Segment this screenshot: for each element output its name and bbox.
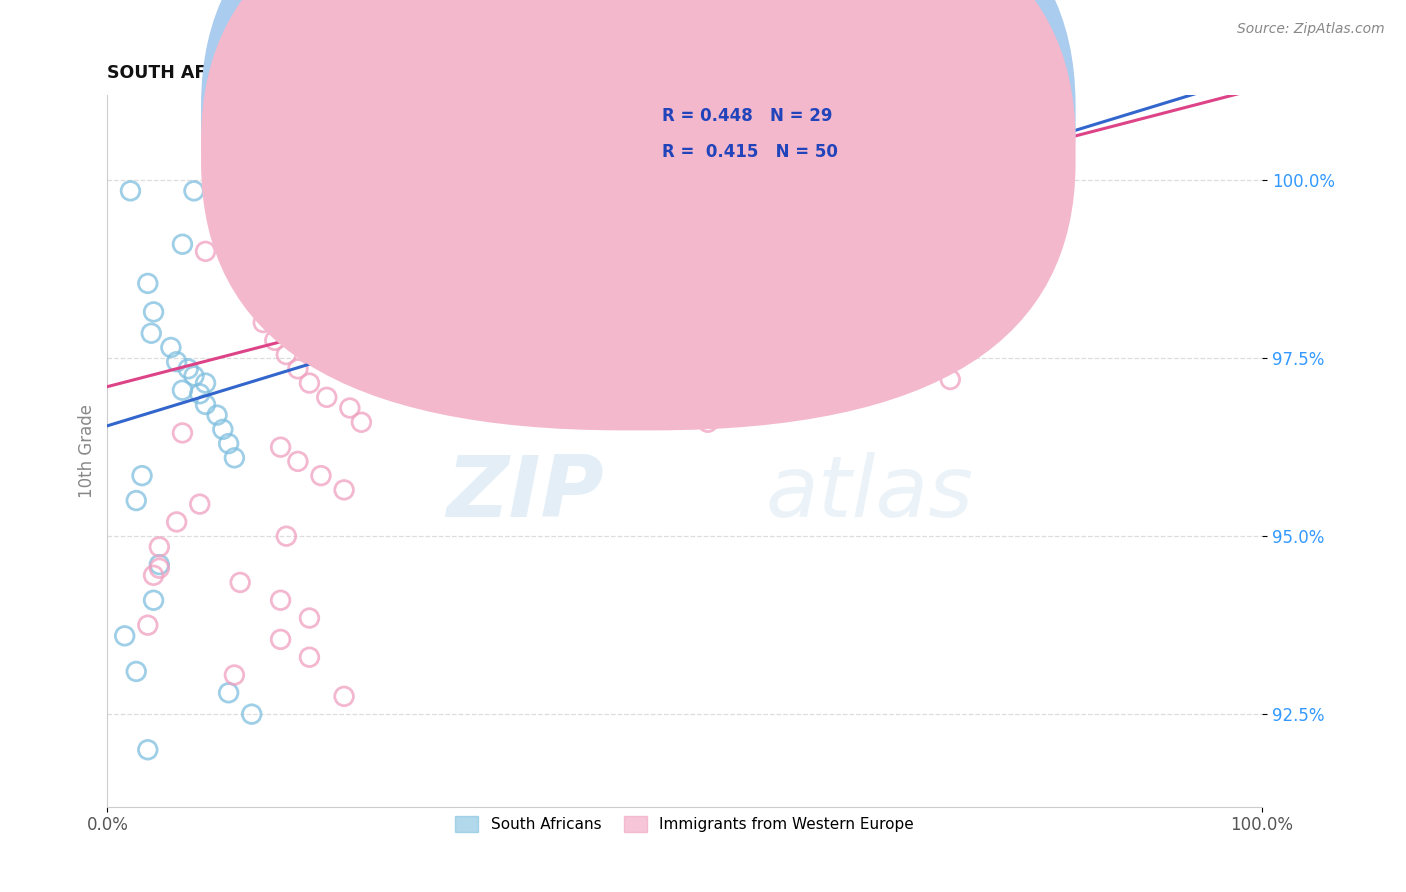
Point bbox=[205, 408, 228, 422]
Point bbox=[229, 575, 252, 590]
Point bbox=[114, 629, 136, 643]
Point bbox=[218, 184, 240, 198]
Point bbox=[166, 515, 188, 529]
Point bbox=[425, 184, 447, 198]
Point bbox=[315, 390, 337, 404]
Point bbox=[263, 184, 285, 198]
Point bbox=[270, 440, 292, 454]
Point bbox=[333, 483, 356, 497]
Text: atlas: atlas bbox=[765, 452, 973, 535]
Point bbox=[322, 184, 344, 198]
Point bbox=[276, 529, 298, 543]
Point bbox=[194, 244, 217, 259]
Point bbox=[276, 184, 298, 198]
Point bbox=[298, 611, 321, 625]
Point bbox=[396, 184, 419, 198]
Point bbox=[142, 593, 165, 607]
Point bbox=[287, 362, 309, 376]
Point bbox=[224, 668, 246, 682]
Point bbox=[218, 686, 240, 700]
Point bbox=[339, 401, 361, 415]
Point bbox=[125, 665, 148, 679]
Legend: South Africans, Immigrants from Western Europe: South Africans, Immigrants from Western … bbox=[450, 810, 920, 838]
Point bbox=[270, 632, 292, 647]
Point bbox=[148, 558, 170, 572]
Point bbox=[211, 422, 233, 436]
Point bbox=[136, 743, 159, 757]
Point bbox=[292, 184, 315, 198]
Point bbox=[194, 397, 217, 411]
Point bbox=[120, 184, 142, 198]
Point bbox=[333, 690, 356, 704]
Point bbox=[449, 184, 471, 198]
Point bbox=[148, 561, 170, 575]
Point bbox=[188, 386, 211, 401]
Point bbox=[141, 326, 163, 341]
Point bbox=[160, 341, 183, 355]
Point bbox=[218, 436, 240, 450]
Point bbox=[125, 493, 148, 508]
Point bbox=[131, 468, 153, 483]
Point bbox=[298, 650, 321, 665]
Point bbox=[148, 540, 170, 554]
Point bbox=[276, 348, 298, 362]
Point bbox=[246, 184, 269, 198]
Point bbox=[270, 593, 292, 607]
Point bbox=[240, 707, 263, 722]
Point bbox=[696, 415, 718, 429]
Point bbox=[166, 355, 188, 369]
Point bbox=[177, 362, 200, 376]
Point bbox=[172, 237, 194, 252]
Text: Source: ZipAtlas.com: Source: ZipAtlas.com bbox=[1237, 22, 1385, 37]
Point bbox=[339, 184, 361, 198]
Y-axis label: 10th Grade: 10th Grade bbox=[79, 404, 96, 498]
Point bbox=[367, 184, 389, 198]
Point bbox=[183, 184, 205, 198]
Text: ZIP: ZIP bbox=[446, 452, 605, 535]
Point bbox=[939, 372, 962, 386]
Point bbox=[350, 415, 373, 429]
Point bbox=[172, 383, 194, 397]
Point bbox=[136, 618, 159, 632]
Point bbox=[246, 294, 269, 309]
Point bbox=[257, 184, 280, 198]
Point bbox=[142, 568, 165, 582]
Point bbox=[194, 376, 217, 390]
Point bbox=[172, 425, 194, 440]
Point bbox=[252, 316, 274, 330]
Point bbox=[309, 468, 332, 483]
Point bbox=[287, 454, 309, 468]
Point bbox=[298, 376, 321, 390]
Point bbox=[188, 497, 211, 511]
Text: R = 0.448   N = 29: R = 0.448 N = 29 bbox=[662, 107, 832, 125]
Point bbox=[142, 305, 165, 319]
Point bbox=[263, 334, 285, 348]
Point bbox=[136, 277, 159, 291]
Text: R =  0.415   N = 50: R = 0.415 N = 50 bbox=[662, 143, 838, 161]
Point bbox=[224, 450, 246, 465]
Text: SOUTH AFRICAN VS IMMIGRANTS FROM WESTERN EUROPE 10TH GRADE CORRELATION CHART: SOUTH AFRICAN VS IMMIGRANTS FROM WESTERN… bbox=[107, 64, 1029, 82]
Point bbox=[229, 269, 252, 284]
Point bbox=[183, 368, 205, 383]
